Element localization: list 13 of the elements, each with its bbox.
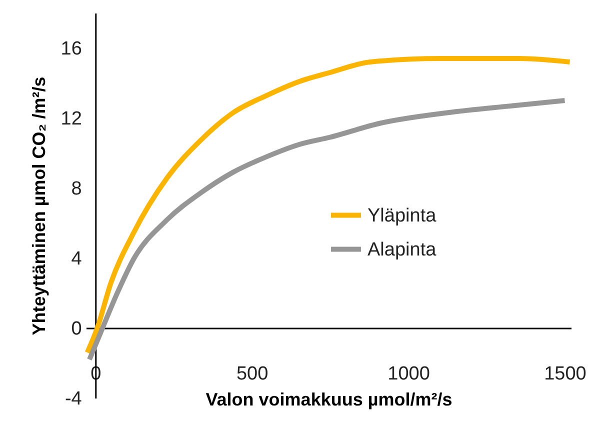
y-tick-label: 12 — [60, 108, 82, 130]
x-tick-label: 1500 — [544, 364, 586, 384]
legend-label: Alapinta — [368, 239, 437, 260]
y-tick-label: 0 — [71, 318, 82, 340]
legend-label: Yläpinta — [368, 205, 437, 226]
y-tick-label: -4 — [64, 388, 82, 410]
y-axis-title: Yhteyttäminen µmol CO₂ /m²/s — [28, 76, 49, 336]
y-tick-label: 8 — [71, 178, 82, 200]
x-tick-label: 500 — [236, 364, 268, 384]
x-axis-title: Valon voimakkuus µmol/m²/s — [206, 390, 452, 410]
y-tick-label: 4 — [71, 248, 82, 270]
x-tick-label: 1000 — [388, 364, 430, 384]
y-tick-label: 16 — [60, 38, 82, 60]
